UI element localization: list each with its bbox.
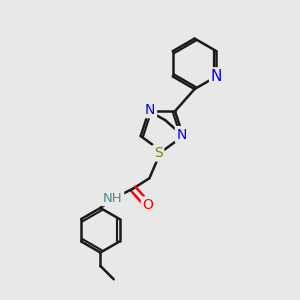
Text: N: N	[176, 128, 187, 142]
Text: S: S	[154, 146, 163, 160]
Text: N: N	[211, 69, 222, 84]
Text: N: N	[145, 103, 155, 117]
Text: O: O	[142, 198, 153, 212]
Text: NH: NH	[103, 192, 123, 205]
